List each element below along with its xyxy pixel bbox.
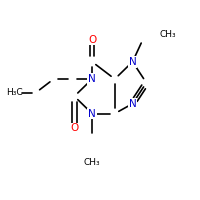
- Text: O: O: [88, 35, 96, 45]
- Text: N: N: [129, 99, 136, 109]
- Text: O: O: [70, 123, 78, 133]
- Text: N: N: [129, 57, 136, 67]
- Text: CH₃: CH₃: [159, 30, 176, 39]
- Text: CH₃: CH₃: [84, 158, 100, 167]
- Text: N: N: [88, 74, 96, 84]
- Text: N: N: [88, 109, 96, 119]
- Text: H₃C: H₃C: [6, 88, 23, 97]
